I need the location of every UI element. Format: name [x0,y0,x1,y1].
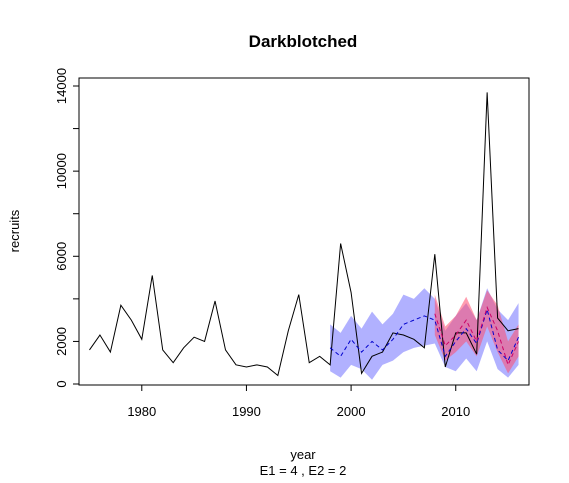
line-forecast-e1 [329,307,519,362]
x-axis-label: year [290,447,316,462]
x-tick-label: 1980 [127,404,156,419]
chart-title: Darkblotched [249,32,358,51]
x-tick-label: 2010 [441,404,470,419]
y-axis-label: recruits [7,209,22,252]
y-tick-label: 2000 [54,327,69,356]
chart-subtitle: E1 = 4 , E2 = 2 [260,463,347,478]
y-tick-label: 6000 [54,242,69,271]
y-tick-label: 0 [54,380,69,387]
line-forecast-e2 [434,305,519,367]
x-tick-label: 2000 [337,404,366,419]
x-axis: 1980 1990 2000 2010 [127,384,470,419]
series-lines [89,92,519,377]
confidence-bands [330,288,519,380]
x-tick-label: 1990 [232,404,261,419]
y-tick-label: 14000 [54,68,69,104]
y-axis: 0 2000 6000 10000 14000 [54,68,80,388]
y-tick-label: 10000 [54,153,69,189]
line-observed [89,92,519,377]
band-forecast-e1 [330,288,519,380]
